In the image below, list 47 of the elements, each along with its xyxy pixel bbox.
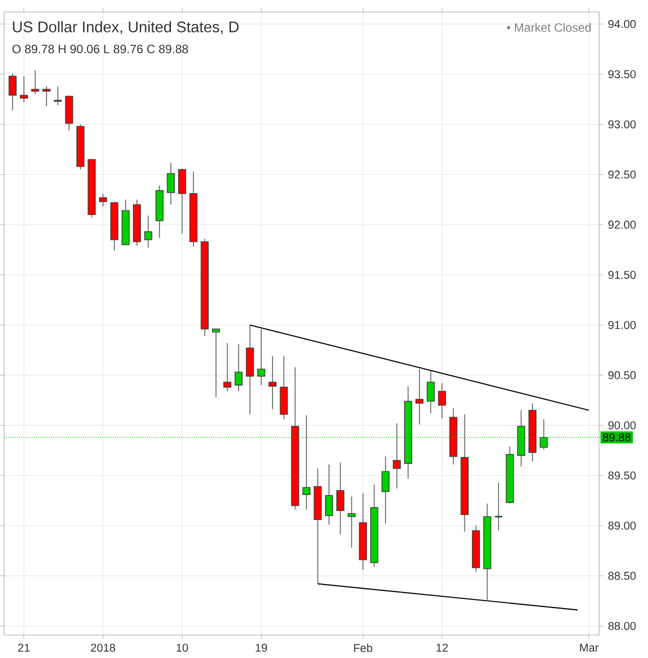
candlestick: [302, 414, 310, 510]
y-tick-label: 88.00: [608, 622, 636, 630]
candlestick: [212, 328, 220, 398]
annotation: O 89.78 H 90.06 L 89.76 C 89.88: [12, 44, 188, 54]
candlestick: [98, 193, 107, 208]
candlestick: [8, 72, 17, 111]
candlestick: [392, 422, 401, 489]
candlestick: [144, 215, 152, 248]
x-tick-label: 19: [256, 644, 267, 652]
annotation: • Market Closed: [506, 22, 591, 32]
candlestick: [257, 328, 266, 386]
x-tick-label: 21: [18, 644, 30, 652]
candlestick: [42, 86, 50, 107]
candlestick: [166, 162, 175, 206]
y-tick-label: 93.00: [608, 120, 636, 128]
y-tick-label: 89.50: [608, 471, 636, 480]
candlestick: [438, 382, 446, 419]
candlestick: [223, 342, 232, 392]
y-tick-label: 90.00: [608, 421, 636, 430]
x-tick-label: 2018: [90, 644, 116, 652]
candlestick: [20, 76, 28, 103]
y-tick-label: 91.50: [608, 270, 636, 279]
candlestick: [234, 344, 243, 392]
x-tick-label: Feb: [354, 644, 372, 652]
y-tick-label: 93.50: [608, 70, 636, 78]
y-tick-label: 88.50: [608, 572, 636, 580]
text: US Dollar Index, United States, D: [12, 21, 239, 34]
x-tick-label: 10: [176, 644, 188, 652]
candlestick: [494, 482, 503, 532]
y-tick-label: 90.50: [608, 371, 636, 380]
y-tick-label: 92.00: [608, 220, 636, 229]
candlestick: [31, 70, 40, 95]
y-tick-label: 92.50: [608, 170, 636, 179]
x-tick-label: Mar: [580, 644, 598, 652]
ref-line-label: 89.88: [602, 433, 630, 442]
candlestick: [324, 464, 334, 526]
candlestick: [381, 456, 390, 524]
candlestick: [426, 370, 435, 414]
x-tick-label: 12: [436, 644, 448, 652]
candlestick: [415, 368, 424, 425]
y-tick-label: 91.00: [608, 321, 636, 330]
y-tick-label: 94.00: [608, 20, 636, 28]
candlestick: [268, 356, 276, 410]
candlestick: [348, 496, 356, 548]
candlestick: [336, 462, 344, 536]
y-tick-label: 89.00: [608, 522, 636, 530]
candlestick: [540, 418, 548, 450]
